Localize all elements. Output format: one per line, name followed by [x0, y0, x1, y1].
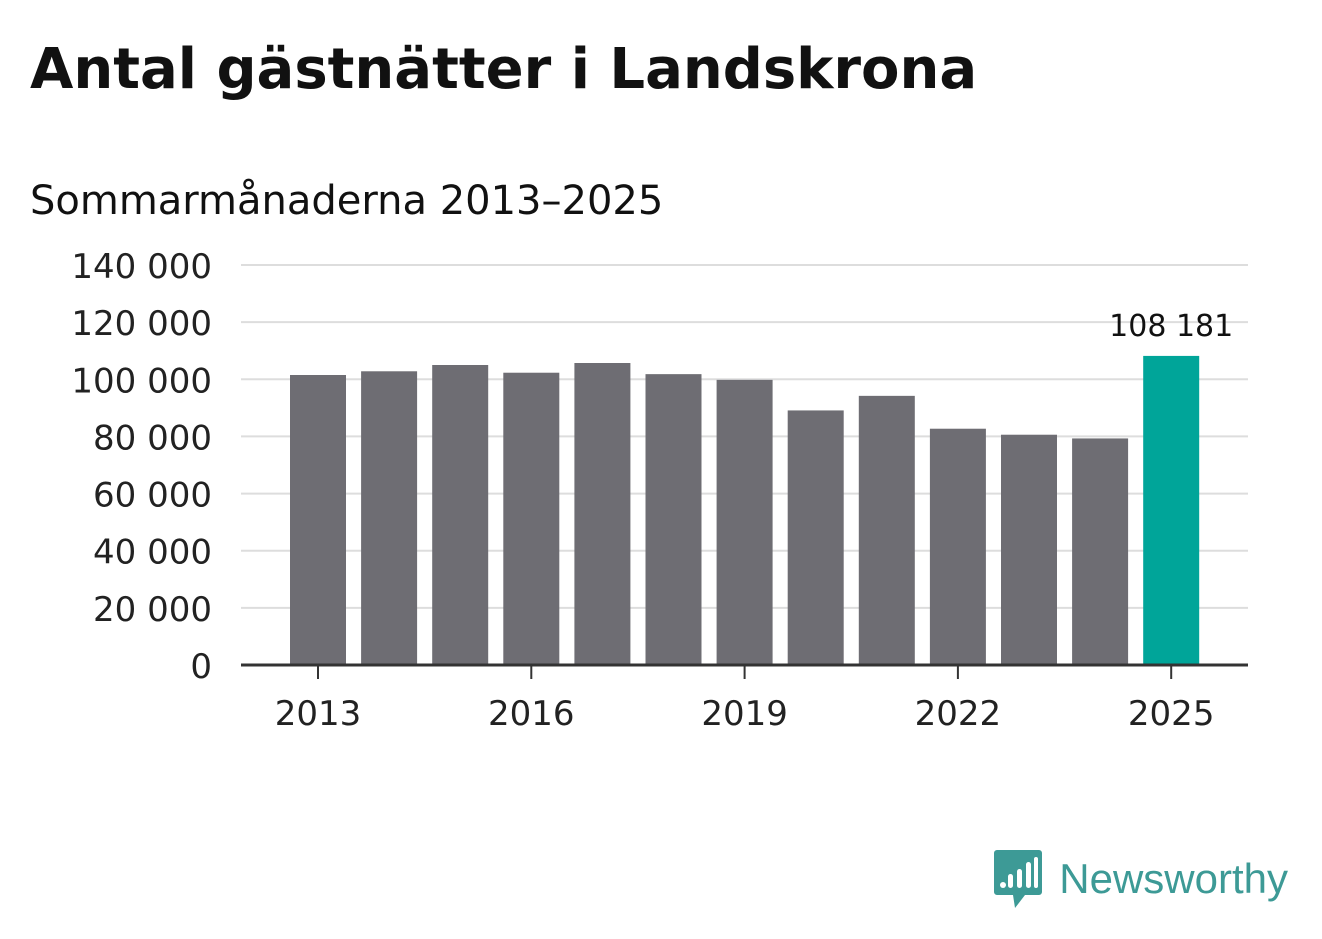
bar-chart: 0 20 000 40 000 60 000 80 000 100 000 120 000 1…: [71, 247, 1248, 734]
y-tick-label: 40 000: [93, 533, 212, 573]
data-labels: 108 181: [1109, 309, 1233, 344]
x-tick-label: 2013: [275, 694, 362, 734]
newsworthy-brand: Newsworthy: [993, 848, 1288, 910]
bar-2018: [645, 374, 702, 665]
x-tick-label: 2022: [915, 694, 1002, 734]
brand-name: Newsworthy: [1059, 855, 1288, 902]
chart-title: Antal gästnätter i Landskrona: [30, 37, 978, 102]
x-tick-label: 2025: [1128, 694, 1215, 734]
bar-2016: [503, 372, 560, 665]
bars: [290, 355, 1200, 665]
newsworthy-logo-icon: [994, 850, 1043, 908]
y-tick-label: 60 000: [93, 476, 212, 516]
bar-2019: [716, 379, 773, 665]
bar-2015: [432, 365, 489, 665]
bar-2020: [787, 410, 844, 665]
y-tick-label: 140 000: [71, 247, 212, 287]
x-axis-labels: 2013 2016 2019 2022 2025: [275, 694, 1215, 734]
x-tick-label: 2019: [701, 694, 788, 734]
bar-2023: [1001, 434, 1057, 665]
data-label: 108 181: [1109, 309, 1233, 344]
bar-2014: [361, 371, 418, 665]
bar-2021: [858, 395, 915, 665]
x-axis: [241, 663, 1248, 679]
x-tick-label: 2016: [488, 694, 575, 734]
chart-subtitle: Sommarmånaderna 2013–2025: [30, 178, 664, 224]
y-tick-label: 120 000: [71, 304, 212, 344]
y-tick-label: 80 000: [93, 418, 212, 458]
y-tick-label: 100 000: [71, 361, 212, 401]
y-tick-label: 0: [190, 647, 212, 687]
y-axis-labels: 0 20 000 40 000 60 000 80 000 100 000 120 000 1…: [71, 247, 212, 687]
bar-2022: [929, 428, 986, 665]
bar-2024: [1072, 438, 1129, 665]
y-tick-label: 20 000: [93, 590, 212, 630]
bar-2017: [574, 363, 631, 665]
bar-2025: [1143, 355, 1200, 665]
bar-2013: [290, 375, 346, 665]
